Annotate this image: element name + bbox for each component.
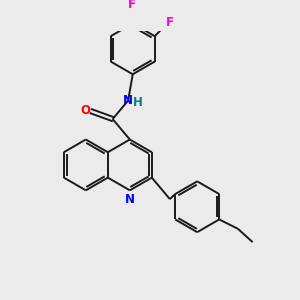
- Text: N: N: [125, 193, 135, 206]
- Text: H: H: [133, 96, 143, 109]
- Text: O: O: [80, 104, 90, 117]
- Text: F: F: [166, 16, 173, 29]
- Text: F: F: [128, 0, 135, 11]
- Text: N: N: [123, 94, 133, 107]
